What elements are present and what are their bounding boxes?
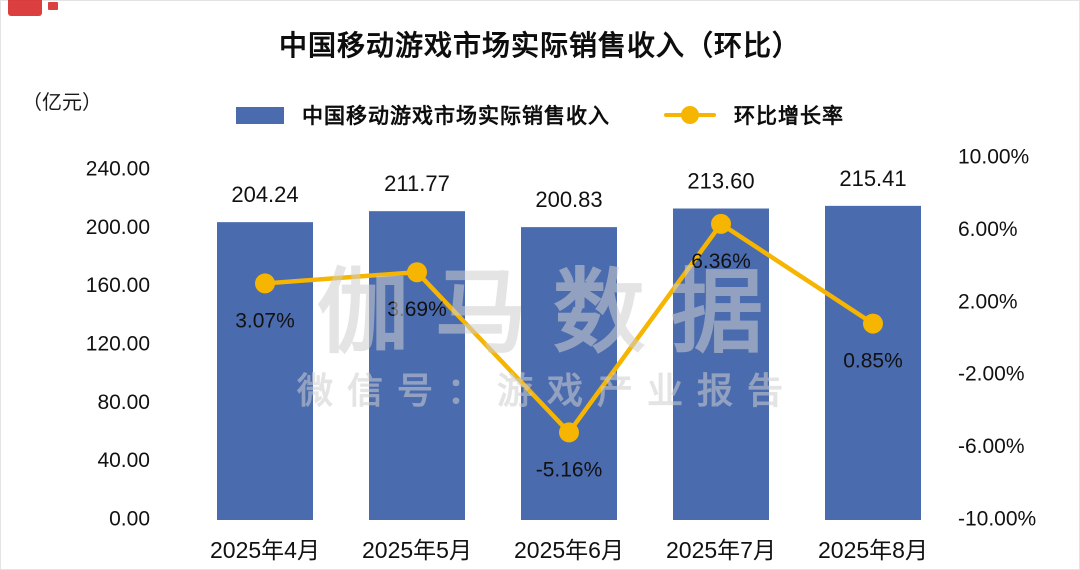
category-label: 2025年5月 bbox=[362, 537, 472, 563]
legend-bar-label: 中国移动游戏市场实际销售收入 bbox=[302, 105, 610, 128]
legend-line-swatch bbox=[664, 106, 716, 124]
left-axis-tick-label: 240.00 bbox=[86, 158, 150, 181]
bar bbox=[521, 227, 617, 520]
left-axis-tick-label: 0.00 bbox=[109, 508, 150, 531]
corner-logo-fragment bbox=[8, 0, 58, 16]
right-axis-tick-label: -6.00% bbox=[958, 435, 1025, 458]
growth-marker-icon bbox=[711, 213, 731, 234]
legend: 中国移动游戏市场实际销售收入 环比增长率 bbox=[0, 100, 1080, 130]
bar-value-label: 213.60 bbox=[687, 169, 754, 194]
right-axis-tick-label: 2.00% bbox=[958, 290, 1018, 313]
bar bbox=[673, 208, 769, 520]
category-label: 2025年6月 bbox=[514, 537, 624, 563]
legend-bar-swatch bbox=[236, 106, 284, 124]
bar-value-label: 204.24 bbox=[231, 182, 298, 207]
right-axis-tick-label: 6.00% bbox=[958, 218, 1018, 241]
bar-value-label: 211.77 bbox=[384, 171, 450, 196]
bar-value-label: 215.41 bbox=[839, 166, 906, 191]
left-axis-tick-label: 200.00 bbox=[86, 216, 150, 239]
category-label: 2025年8月 bbox=[818, 537, 928, 563]
growth-value-label: 6.36% bbox=[691, 250, 751, 273]
growth-value-label: -5.16% bbox=[536, 458, 603, 481]
left-axis-tick-label: 80.00 bbox=[97, 391, 150, 414]
bar bbox=[369, 211, 465, 520]
growth-value-label: 3.07% bbox=[235, 309, 295, 332]
growth-marker-icon bbox=[863, 313, 883, 334]
bar bbox=[825, 205, 921, 520]
left-axis-unit-label: （亿元） bbox=[22, 92, 102, 114]
category-label: 2025年7月 bbox=[666, 537, 776, 563]
left-axis-tick-label: 160.00 bbox=[86, 274, 150, 297]
bar-value-label: 200.83 bbox=[535, 187, 602, 212]
legend-line-marker-icon bbox=[681, 106, 699, 124]
legend-line-label: 环比增长率 bbox=[734, 105, 844, 128]
left-axis-tick-label: 120.00 bbox=[86, 333, 150, 356]
growth-marker-icon bbox=[255, 273, 275, 294]
bar bbox=[217, 222, 313, 520]
right-axis-tick-label: -2.00% bbox=[958, 363, 1025, 386]
left-axis-tick-label: 40.00 bbox=[97, 449, 150, 472]
growth-marker-icon bbox=[559, 422, 579, 443]
growth-value-label: 0.85% bbox=[843, 350, 903, 373]
growth-value-label: 3.69% bbox=[387, 298, 447, 321]
right-axis-tick-label: -10.00% bbox=[958, 508, 1036, 531]
chart-title: 中国移动游戏市场实际销售收入（环比） bbox=[278, 30, 801, 61]
category-label: 2025年4月 bbox=[210, 537, 320, 563]
right-axis-tick-label: 10.00% bbox=[958, 146, 1029, 169]
growth-marker-icon bbox=[407, 262, 427, 283]
